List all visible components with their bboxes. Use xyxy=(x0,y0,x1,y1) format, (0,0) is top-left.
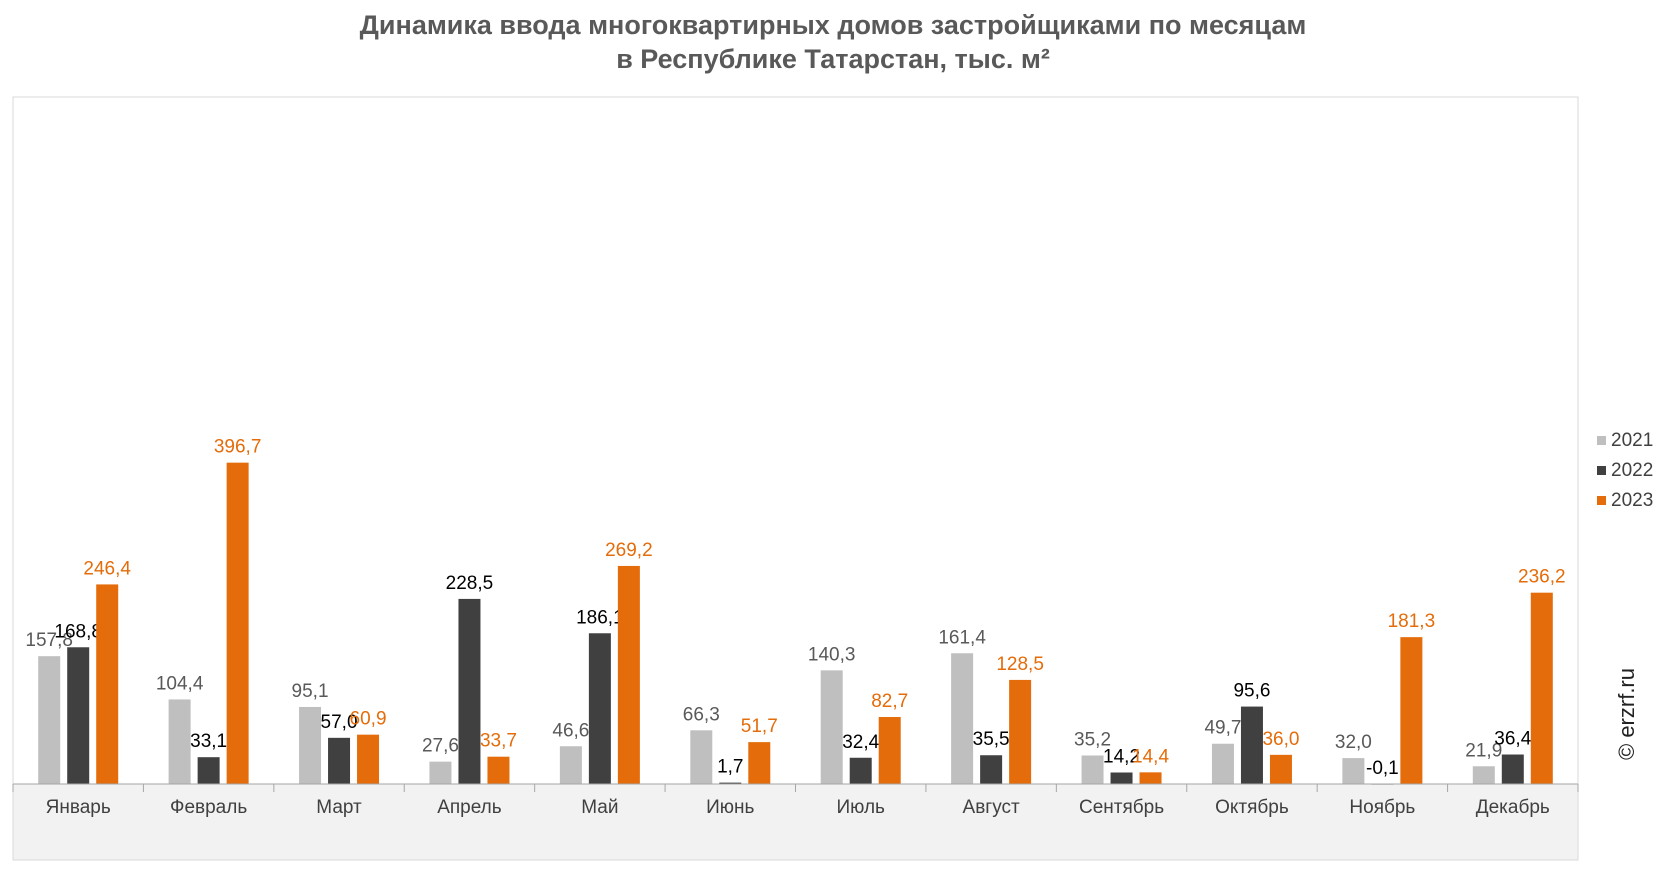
data-label-2023: 60,9 xyxy=(350,709,387,730)
data-label-2022: 186,1 xyxy=(576,607,624,628)
bar-2022 xyxy=(1240,706,1263,784)
bar-2023 xyxy=(96,584,119,784)
bar-2023 xyxy=(357,734,380,784)
data-label-2023: 33,7 xyxy=(480,731,517,752)
category-label: Декабрь xyxy=(1476,797,1550,818)
data-label-2023: 14,4 xyxy=(1132,746,1169,767)
bar-2022 xyxy=(328,737,351,784)
bar-2021 xyxy=(1081,755,1104,784)
category-label: Июль xyxy=(836,797,885,818)
chart-title: Динамика ввода многоквартирных домов зас… xyxy=(0,8,1666,76)
data-label-2022: 14,2 xyxy=(1103,746,1140,767)
chart-title-line-2: в Республике Татарстан, тыс. м² xyxy=(616,44,1050,74)
category-label: Май xyxy=(581,797,618,818)
data-label-2023: 246,4 xyxy=(83,558,131,579)
data-label-2021: 140,3 xyxy=(808,644,856,665)
legend-label-2021: 2021 xyxy=(1611,430,1653,451)
bar-2021 xyxy=(690,730,713,784)
bar-2023 xyxy=(1530,592,1553,784)
credit-text: © erzrf.ru xyxy=(1614,668,1639,760)
category-label: Октябрь xyxy=(1215,797,1289,818)
bar-2021 xyxy=(38,656,61,784)
data-label-2021: 49,7 xyxy=(1204,718,1241,739)
chart-title-line-1: Динамика ввода многоквартирных домов зас… xyxy=(359,10,1307,40)
bar-2022 xyxy=(197,757,220,784)
category-label: Март xyxy=(316,797,362,818)
legend-label-2023: 2023 xyxy=(1611,490,1653,511)
category-axis-band xyxy=(13,784,1578,860)
bar-2023 xyxy=(226,462,249,784)
bar-2023 xyxy=(1269,754,1292,784)
data-label-2021: 66,3 xyxy=(683,704,720,725)
bar-2022 xyxy=(588,633,611,784)
data-label-2022: 33,1 xyxy=(190,731,227,752)
bar-2023 xyxy=(487,756,510,784)
bar-2022 xyxy=(67,647,90,784)
category-label: Август xyxy=(963,797,1020,818)
category-label: Июнь xyxy=(706,797,754,818)
data-label-2021: 21,9 xyxy=(1465,740,1502,761)
data-label-2021: 32,0 xyxy=(1335,732,1372,753)
bar-2022 xyxy=(849,757,872,784)
category-label: Февраль xyxy=(170,797,247,818)
bar-2022 xyxy=(980,755,1003,784)
data-label-2021: 95,1 xyxy=(292,681,329,702)
data-label-2023: 181,3 xyxy=(1388,611,1436,632)
bar-2023 xyxy=(1009,679,1032,784)
bar-2023 xyxy=(1400,637,1423,784)
legend-swatch-2021 xyxy=(1597,436,1606,445)
data-label-2021: 46,6 xyxy=(552,720,589,741)
bar-2022 xyxy=(1110,772,1133,784)
data-label-2021: 157,8 xyxy=(25,630,73,651)
data-label-2021: 104,4 xyxy=(156,673,204,694)
data-label-2023: 36,0 xyxy=(1262,729,1299,750)
bar-2021 xyxy=(820,670,843,784)
data-label-2021: 161,4 xyxy=(938,627,986,648)
data-label-2023: 128,5 xyxy=(996,654,1044,675)
bar-2022 xyxy=(719,782,742,784)
data-label-2023: 82,7 xyxy=(871,691,908,712)
bar-2022 xyxy=(458,598,481,784)
data-label-2022: 35,5 xyxy=(973,729,1010,750)
legend-swatch-2022 xyxy=(1597,466,1606,475)
legend-label-2022: 2022 xyxy=(1611,460,1653,481)
legend-swatch-2023 xyxy=(1597,496,1606,505)
bar-2023 xyxy=(748,742,771,784)
data-label-2023: 236,2 xyxy=(1518,567,1566,588)
data-label-2023: 396,7 xyxy=(214,437,262,458)
data-label-2022: 1,7 xyxy=(717,757,743,778)
data-label-2021: 35,2 xyxy=(1074,729,1111,750)
data-label-2022: 228,5 xyxy=(446,573,494,594)
data-label-2022: 32,4 xyxy=(842,732,879,753)
category-label: Январь xyxy=(46,797,111,818)
data-label-2022: 95,6 xyxy=(1233,681,1270,702)
data-label-2022: 57,0 xyxy=(321,712,358,733)
plot-frame xyxy=(12,96,1579,861)
data-label-2023: 269,2 xyxy=(605,540,653,561)
data-label-2022: 168,8 xyxy=(54,621,102,642)
bar-2021 xyxy=(429,761,452,784)
data-label-2021: 27,6 xyxy=(422,736,459,757)
data-label-2022: 36,4 xyxy=(1494,729,1531,750)
category-label: Ноябрь xyxy=(1349,797,1415,818)
bar-2021 xyxy=(1211,743,1234,784)
bar-2021 xyxy=(1472,766,1495,784)
category-label: Сентябрь xyxy=(1079,797,1164,818)
bar-2023 xyxy=(1139,772,1162,784)
bar-2021 xyxy=(1342,758,1365,784)
bar-2023 xyxy=(617,565,640,784)
bar-2021 xyxy=(299,706,322,784)
category-label: Апрель xyxy=(437,797,502,818)
bar-2022 xyxy=(1501,754,1524,784)
bar-2021 xyxy=(559,746,582,784)
data-label-2022: -0,1 xyxy=(1366,758,1399,779)
bar-2021 xyxy=(951,653,974,784)
bar-2021 xyxy=(168,699,191,784)
bar-2023 xyxy=(878,717,901,784)
data-label-2023: 51,7 xyxy=(741,716,778,737)
